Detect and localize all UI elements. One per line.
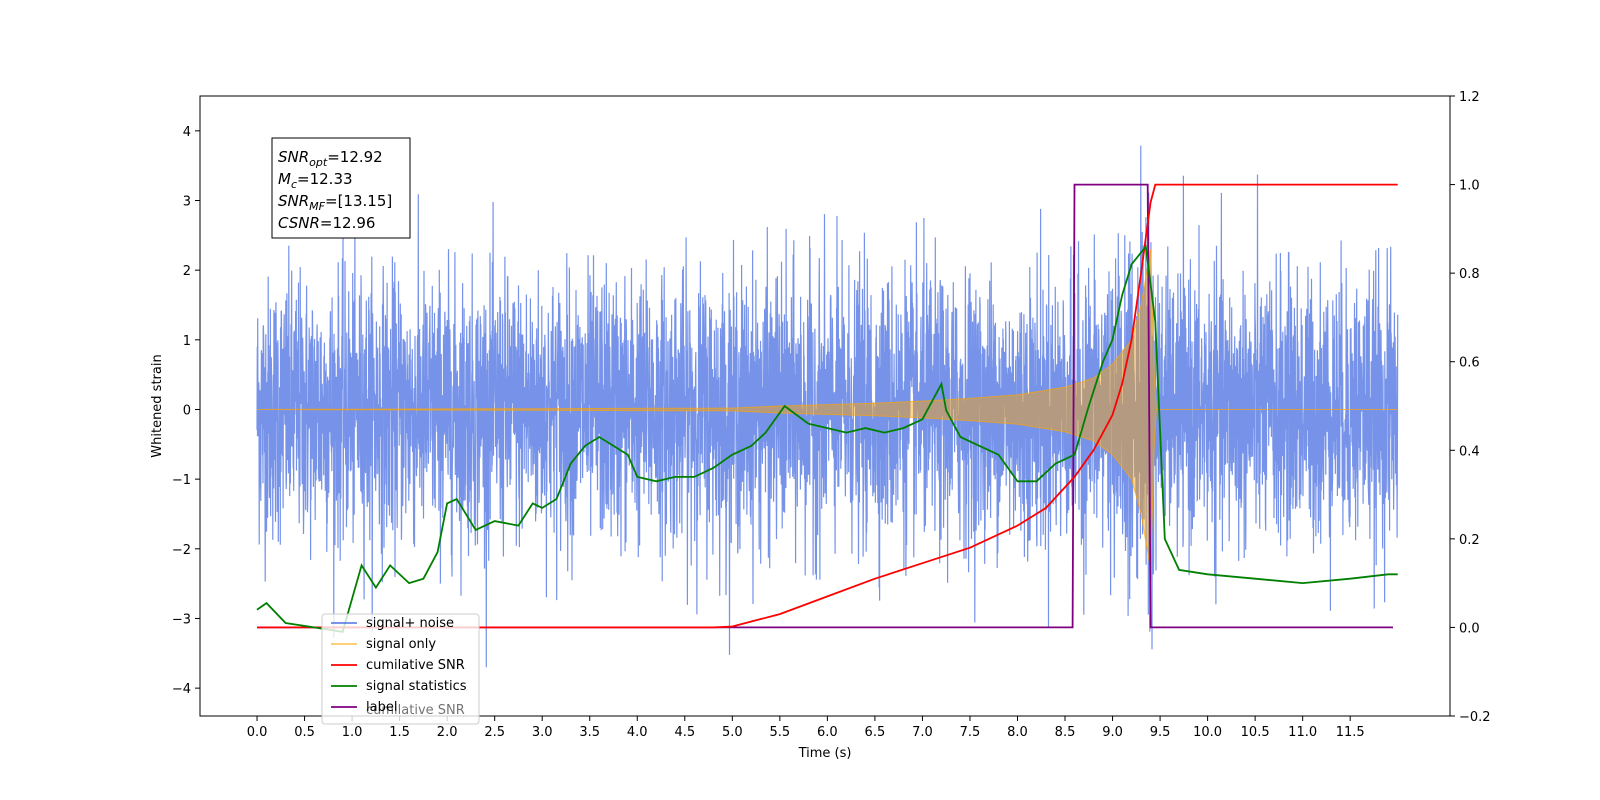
stats-annotation-symbol: M xyxy=(278,170,291,188)
stats-annotation-symbol: SNR xyxy=(278,148,309,166)
y-tick-label-right: 0.8 xyxy=(1459,267,1480,282)
stats-annotation-symbol: SNR xyxy=(278,192,309,210)
legend-label: label xyxy=(366,700,397,715)
x-tick-label: 3.5 xyxy=(579,725,600,740)
x-axis: 0.0 0.5 1.0 1.5 2.0 2.5 3.0 3.5 4.0 4.5 5.0 5.5 6.0 6… xyxy=(247,716,1365,740)
stats-annotation-line: CSNR=12.96 xyxy=(278,214,375,232)
y-tick-label-right: 0.2 xyxy=(1459,533,1480,548)
y-axis-title: Whitened strain xyxy=(150,354,165,457)
stats-annotation-value: =12.96 xyxy=(320,214,376,232)
x-tick-label: 6.5 xyxy=(865,725,886,740)
legend-label: signal only xyxy=(366,637,436,652)
series-signal-noise xyxy=(256,145,1399,668)
x-tick-label: 8.5 xyxy=(1055,725,1076,740)
legend-overlapped-text: cumilative SNR xyxy=(366,703,465,718)
legend-label: signal statistics xyxy=(366,679,467,694)
x-tick-label: 0.0 xyxy=(247,725,268,740)
x-tick-label: 1.5 xyxy=(389,725,410,740)
y-tick-label-left: 3 xyxy=(183,194,191,209)
y-tick-label-right: 1.2 xyxy=(1459,90,1480,105)
legend-label: signal+ noise xyxy=(366,616,454,631)
legend: cumilative SNR signal+ noise signal only cu… xyxy=(321,613,480,725)
y-tick-label-left: 0 xyxy=(183,403,191,418)
x-tick-label: 7.0 xyxy=(912,725,933,740)
series-cumulative-snr xyxy=(257,183,1398,629)
stats-annotation-value: =[13.15] xyxy=(325,192,392,210)
y-tick-label-left: 1 xyxy=(183,334,191,349)
y-axis-left: 4 3 2 1 0 −1 −2 −3 −4 xyxy=(172,125,200,697)
x-tick-label: 10.0 xyxy=(1193,725,1222,740)
x-tick-label: 9.0 xyxy=(1102,725,1123,740)
stats-annotation-subscript: MF xyxy=(309,200,325,213)
x-tick-label: 2.0 xyxy=(437,725,458,740)
x-tick-label: 9.5 xyxy=(1150,725,1171,740)
x-tick-label: 11.0 xyxy=(1288,725,1317,740)
stats-annotation-frame xyxy=(271,137,411,239)
y-tick-label-right: 1.0 xyxy=(1459,179,1480,194)
legend-label: cumilative SNR xyxy=(366,658,465,673)
y-tick-label-right: −0.2 xyxy=(1459,710,1491,725)
y-tick-label-left: −2 xyxy=(172,543,191,558)
x-tick-label: 1.0 xyxy=(342,725,363,740)
stats-annotation-line: SNRMF=[13.15] xyxy=(278,192,392,213)
x-tick-label: 5.5 xyxy=(770,725,791,740)
y-tick-label-right: 0.4 xyxy=(1459,444,1480,459)
plot-frame xyxy=(199,95,1451,717)
x-axis-title: Time (s) xyxy=(798,746,852,761)
y-tick-label-left: 4 xyxy=(183,125,191,140)
stats-annotation-symbol: CSNR xyxy=(278,214,320,232)
x-tick-label: 10.5 xyxy=(1241,725,1270,740)
x-tick-label: 6.0 xyxy=(817,725,838,740)
y-axis-right: 1.2 1.0 0.8 0.6 0.4 0.2 0.0 −0.2 xyxy=(1450,90,1491,725)
stats-annotation-value: =12.33 xyxy=(297,170,353,188)
stats-annotation-subscript: c xyxy=(291,178,297,191)
y-tick-label-right: 0.6 xyxy=(1459,356,1480,371)
stats-annotation-line: SNRopt=12.92 xyxy=(278,148,383,169)
stats-annotation-line: Mc=12.33 xyxy=(278,170,353,191)
x-tick-label: 11.5 xyxy=(1336,725,1365,740)
y-tick-label-left: 2 xyxy=(183,264,191,279)
y-tick-label-left: −3 xyxy=(172,612,191,627)
stats-annotation-value: =12.92 xyxy=(327,148,383,166)
series-layer xyxy=(256,145,1399,668)
legend-frame xyxy=(321,613,480,725)
x-tick-label: 3.0 xyxy=(532,725,553,740)
series-signal-only xyxy=(257,249,1398,570)
x-tick-label: 8.0 xyxy=(1007,725,1028,740)
y-tick-label-left: −1 xyxy=(172,473,191,488)
x-tick-label: 4.0 xyxy=(627,725,648,740)
y-tick-label-left: −4 xyxy=(172,682,191,697)
series-label xyxy=(257,183,1393,629)
x-tick-label: 0.5 xyxy=(294,725,315,740)
y-tick-label-right: 0.0 xyxy=(1459,621,1480,636)
x-tick-label: 5.0 xyxy=(722,725,743,740)
x-tick-label: 2.5 xyxy=(484,725,505,740)
x-tick-label: 4.5 xyxy=(674,725,695,740)
stats-annotation-subscript: opt xyxy=(309,156,328,169)
stats-annotation-box: SNRopt=12.92Mc=12.33SNRMF=[13.15]CSNR=12… xyxy=(271,137,411,239)
series-signal-statistics xyxy=(256,244,1398,633)
x-tick-label: 7.5 xyxy=(960,725,981,740)
